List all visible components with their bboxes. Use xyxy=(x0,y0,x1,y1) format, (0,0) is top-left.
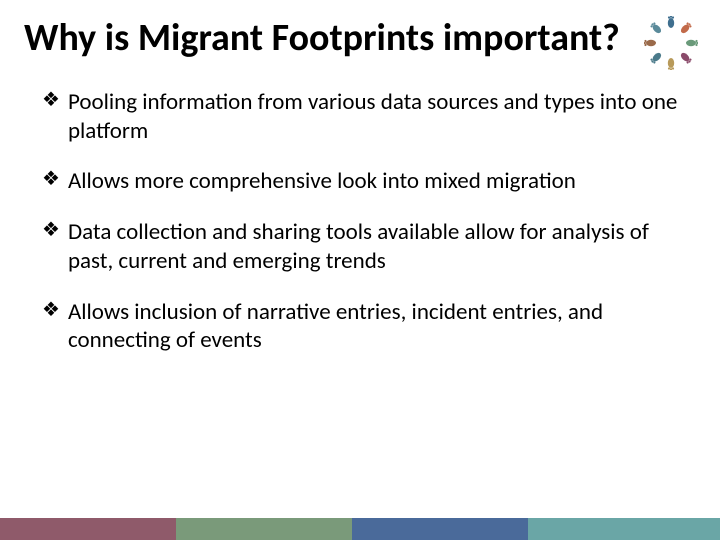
diamond-bullet-icon: ❖ xyxy=(42,298,60,323)
list-item: ❖ Pooling information from various data … xyxy=(42,88,678,146)
logo-icon xyxy=(644,16,698,70)
diamond-bullet-icon: ❖ xyxy=(42,218,60,243)
list-item: ❖ Allows inclusion of narrative entries,… xyxy=(42,298,678,356)
slide: Why is Migrant Footprints important? xyxy=(0,0,720,540)
footer-segment xyxy=(176,518,352,540)
diamond-bullet-icon: ❖ xyxy=(42,167,60,192)
bullet-text: Data collection and sharing tools availa… xyxy=(68,218,678,276)
bullet-text: Allows more comprehensive look into mixe… xyxy=(68,167,576,196)
footer-segment xyxy=(352,518,528,540)
logo-footprints xyxy=(644,16,698,70)
list-item: ❖ Data collection and sharing tools avai… xyxy=(42,218,678,276)
bullet-text: Allows inclusion of narrative entries, i… xyxy=(68,298,678,356)
bullet-text: Pooling information from various data so… xyxy=(68,88,678,146)
bullet-list: ❖ Pooling information from various data … xyxy=(24,88,696,355)
footer-segment xyxy=(528,518,720,540)
list-item: ❖ Allows more comprehensive look into mi… xyxy=(42,167,678,196)
slide-title: Why is Migrant Footprints important? xyxy=(24,18,696,60)
diamond-bullet-icon: ❖ xyxy=(42,88,60,113)
footer-segment xyxy=(0,518,176,540)
footer-color-bar xyxy=(0,518,720,540)
